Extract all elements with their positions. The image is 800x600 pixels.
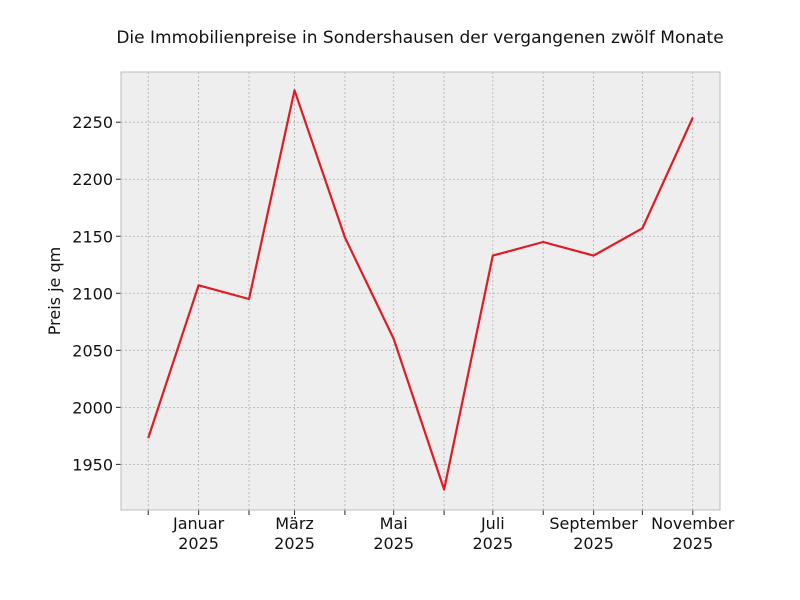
x-tick-label-month: Mai bbox=[380, 514, 408, 533]
x-tick-label-year: 2025 bbox=[178, 534, 219, 553]
y-tick-label: 2250 bbox=[72, 113, 113, 132]
x-tick-label-month: Juli bbox=[480, 514, 505, 533]
x-tick-label-year: 2025 bbox=[472, 534, 513, 553]
x-tick-label-month: November bbox=[651, 514, 735, 533]
y-tick-label: 2000 bbox=[72, 398, 113, 417]
x-tick-label: Juli 2025 bbox=[472, 514, 513, 553]
y-tick-label: 2050 bbox=[72, 341, 113, 360]
y-tick-label: 2100 bbox=[72, 284, 113, 303]
x-tick-label-month: Januar bbox=[172, 514, 225, 533]
x-tick-label-month: März bbox=[275, 514, 314, 533]
x-tick-label-year: 2025 bbox=[274, 534, 315, 553]
y-tick-label: 1950 bbox=[72, 455, 113, 474]
x-tick-label-year: 2025 bbox=[573, 534, 614, 553]
series-line bbox=[147, 89, 694, 491]
y-tick-label: 2200 bbox=[72, 170, 113, 189]
grid-lines bbox=[121, 72, 720, 510]
x-tick-label: März 2025 bbox=[274, 514, 315, 553]
series-layer bbox=[147, 89, 694, 491]
plot-frame bbox=[120, 71, 721, 511]
plot-area bbox=[121, 72, 720, 510]
x-tick-label: September 2025 bbox=[549, 514, 638, 553]
x-tick-label: November 2025 bbox=[651, 514, 735, 553]
x-tick-label: Mai 2025 bbox=[373, 514, 414, 553]
chart-title: Die Immobilienpreise in Sondershausen de… bbox=[116, 28, 723, 48]
y-axis-label: Preis je qm bbox=[45, 247, 64, 335]
x-tick-label-year: 2025 bbox=[672, 534, 713, 553]
x-tick-label-year: 2025 bbox=[373, 534, 414, 553]
x-tick-label: Januar 2025 bbox=[172, 514, 225, 553]
y-axis-ticks: 1950 2000 2050 2100 2150 2200 2250 bbox=[72, 113, 121, 474]
y-tick-label: 2150 bbox=[72, 227, 113, 246]
x-tick-label-month: September bbox=[549, 514, 638, 533]
